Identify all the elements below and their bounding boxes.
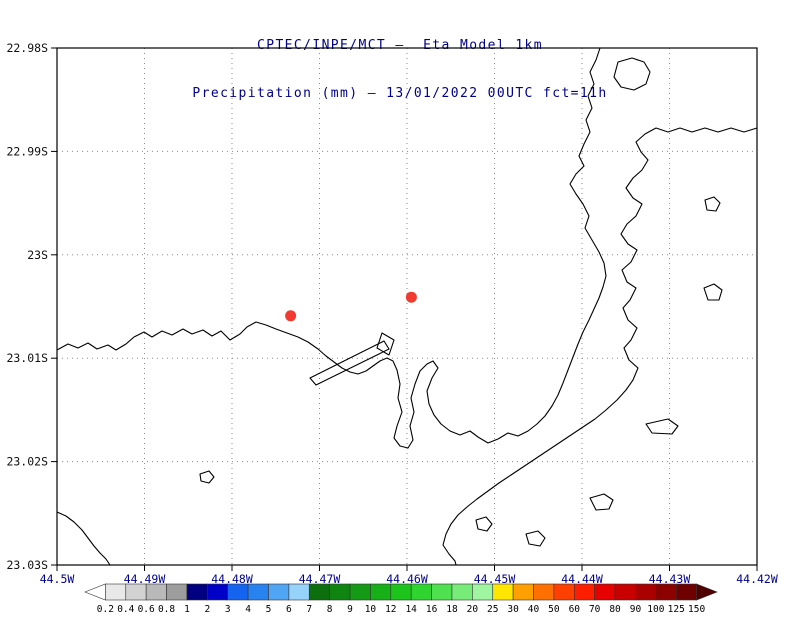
colorbar-value-label: 0.8: [158, 604, 175, 615]
colorbar-cell: [247, 583, 269, 601]
x-tick-label: 44.45W: [474, 572, 516, 586]
y-tick-label: 22.99S: [6, 144, 48, 158]
coastline: [475, 516, 493, 532]
colorbar-cell: [573, 583, 595, 601]
x-tick-label: 44.43W: [649, 572, 691, 586]
colorbar-value-label: 10: [365, 604, 377, 615]
colorbar-value-label: 9: [347, 604, 353, 615]
colorbar-value-label: 0.2: [97, 604, 114, 615]
coastline: [703, 283, 723, 301]
colorbar-value-label: 25: [487, 604, 498, 615]
coastline: [199, 470, 215, 484]
colorbar-value-label: 16: [426, 604, 438, 615]
colorbar-cell: [288, 583, 310, 601]
colorbar-value-label: 4: [245, 604, 251, 615]
x-tick-label: 44.46W: [386, 572, 428, 586]
x-tick-label: 44.47W: [299, 572, 341, 586]
colorbar-cell: [512, 583, 534, 601]
colorbar-cell: [125, 583, 147, 601]
x-tick-label: 44.5W: [40, 572, 75, 586]
colorbar-cell: [431, 583, 453, 601]
colorbar-cell: [268, 583, 290, 601]
colorbar-value-label: 18: [446, 604, 458, 615]
colorbar-value-label: 0.4: [117, 604, 134, 615]
colorbar-cell: [349, 583, 371, 601]
colorbar-value-label: 150: [688, 604, 705, 615]
colorbar-value-label: 100: [647, 604, 664, 615]
colorbar-cell: [492, 583, 514, 601]
colorbar-cell: [105, 583, 127, 601]
station-marker: [405, 291, 417, 303]
colorbar-cell: [675, 583, 697, 601]
colorbar-value-label: 7: [306, 604, 312, 615]
colorbar-cell: [451, 583, 473, 601]
colorbar-cell: [308, 583, 330, 601]
coastline: [56, 511, 111, 566]
colorbar-value-label: 125: [668, 604, 685, 615]
plot-title-line2: Precipitation (mm) – 13/01/2022 00UTC fc…: [192, 86, 608, 101]
coastline: [525, 530, 546, 547]
colorbar-cell: [472, 583, 494, 601]
colorbar-left-arrow: [84, 583, 106, 601]
y-tick-label: 23S: [27, 248, 48, 262]
colorbar-value-label: 12: [385, 604, 396, 615]
coastline: [645, 418, 679, 435]
colorbar-cell: [553, 583, 575, 601]
colorbar-cell: [390, 583, 412, 601]
colorbar-cell: [655, 583, 677, 601]
colorbar-cell: [329, 583, 351, 601]
coastline: [704, 196, 721, 212]
colorbar-cell: [614, 583, 636, 601]
coastline: [309, 340, 390, 386]
y-tick-label: 23.02S: [6, 455, 48, 469]
colorbar-cell: [145, 583, 167, 601]
colorbar-cell: [635, 583, 657, 601]
colorbar-cell: [166, 583, 188, 601]
colorbar-cell: [186, 583, 208, 601]
coastline: [56, 47, 607, 449]
colorbar-cell: [594, 583, 616, 601]
coastline: [589, 493, 614, 511]
colorbar-value-label: 6: [286, 604, 292, 615]
y-tick-label: 23.03S: [6, 558, 48, 572]
station-marker: [285, 310, 297, 322]
coastline: [376, 332, 395, 356]
colorbar-right-arrow: [696, 583, 718, 601]
colorbar-value-label: 40: [528, 604, 540, 615]
colorbar-value-label: 2: [204, 604, 210, 615]
plot-title: CPTEC/INPE/MCT – Eta Model 1km Precipita…: [0, 6, 800, 134]
colorbar-value-label: 30: [507, 604, 519, 615]
colorbar-value-label: 1: [184, 604, 190, 615]
colorbar-cell: [370, 583, 392, 601]
colorbar-cell: [410, 583, 432, 601]
y-tick-label: 23.01S: [6, 351, 48, 365]
coastline: [613, 57, 651, 91]
colorbar-cell: [533, 583, 555, 601]
y-tick-label: 22.98S: [6, 41, 48, 55]
x-tick-label: 44.42W: [736, 572, 778, 586]
colorbar-cell: [227, 583, 249, 601]
colorbar-value-label: 20: [467, 604, 479, 615]
x-tick-label: 44.44W: [561, 572, 603, 586]
colorbar-value-label: 8: [327, 604, 333, 615]
colorbar-value-label: 0.6: [138, 604, 155, 615]
colorbar-value-label: 14: [405, 604, 417, 615]
plot-title-line1: CPTEC/INPE/MCT – Eta Model 1km: [256, 38, 544, 53]
colorbar-value-label: 70: [589, 604, 601, 615]
colorbar-value-label: 3: [225, 604, 231, 615]
colorbar-value-label: 90: [630, 604, 642, 615]
x-tick-label: 44.48W: [211, 572, 253, 586]
x-tick-label: 44.49W: [124, 572, 166, 586]
colorbar-cell: [207, 583, 229, 601]
coastline: [442, 127, 758, 566]
colorbar-value-label: 5: [266, 604, 272, 615]
colorbar-value-label: 80: [609, 604, 621, 615]
plot-border: [56, 47, 758, 566]
colorbar-value-label: 60: [569, 604, 581, 615]
colorbar-value-label: 50: [548, 604, 560, 615]
